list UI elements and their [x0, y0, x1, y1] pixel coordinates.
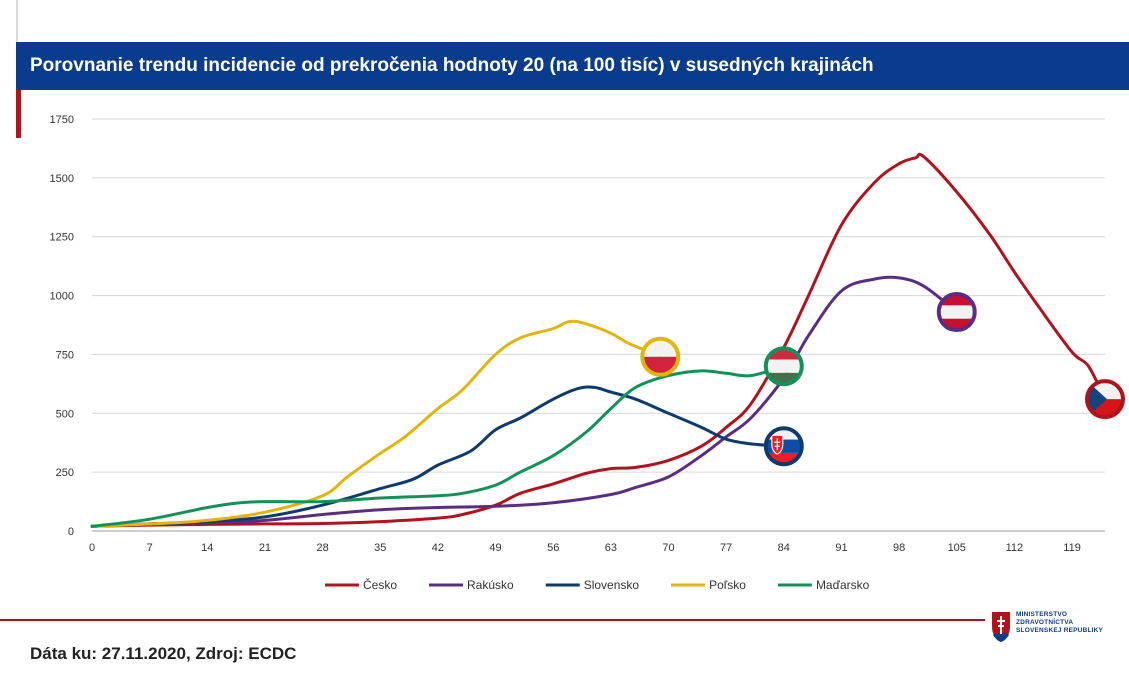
series-lines [90, 152, 1107, 528]
flag-hungary-icon [763, 346, 804, 387]
x-tick-label: 7 [147, 542, 153, 554]
x-tick-label: 21 [259, 542, 271, 554]
legend-label: Maďarsko [816, 578, 870, 592]
y-axis-ticks: 0 250 500 750 1000 1250 1500 1750 [50, 114, 74, 538]
x-tick-label: 105 [948, 542, 966, 554]
legend-label: Slovensko [584, 578, 640, 592]
legend-item: Česko [325, 577, 397, 592]
x-tick-label: 0 [89, 542, 95, 554]
legend-label: Rakúsko [467, 578, 514, 592]
y-tick-label: 1500 [50, 173, 74, 185]
accent-bar [16, 90, 21, 138]
x-tick-label: 91 [835, 542, 847, 554]
country-flags [640, 292, 1125, 467]
y-tick-label: 1000 [50, 291, 74, 303]
y-tick-label: 1750 [50, 114, 74, 126]
logo-line-3: SLOVENSKEJ REPUBLIKY [1016, 627, 1104, 634]
x-axis-ticks: 0 7 14 21 28 35 42 49 56 63 70 77 84 91 98 105 112 119 [89, 542, 1081, 554]
x-tick-label: 112 [1006, 542, 1024, 554]
series-line-5 [90, 364, 786, 528]
line-chart: 0 250 500 750 1000 1250 1500 1750 0 7 14 21 28 35 42 4… [50, 114, 1125, 592]
x-tick-label: 35 [374, 542, 386, 554]
legend-label: Česko [363, 577, 397, 592]
flag-poland-icon [640, 336, 681, 377]
x-tick-label: 49 [489, 542, 501, 554]
x-tick-label: 119 [1063, 542, 1081, 554]
coat-of-arms-icon [992, 612, 1010, 642]
x-tick-label: 70 [662, 542, 674, 554]
footer-source: Dáta ku: 27.11.2020, Zdroj: ECDC [30, 644, 297, 663]
legend-item: Maďarsko [777, 578, 870, 592]
logo-text: MINISTERSTVO ZDRAVOTNÍCTVA SLOVENSKEJ RE… [1016, 611, 1126, 635]
x-tick-label: 56 [547, 542, 559, 554]
series-line-2 [90, 275, 959, 528]
legend: Česko Rakúsko Slovensko Poľsko Maďarsko [325, 577, 870, 592]
legend-item: Slovensko [545, 578, 640, 592]
y-tick-label: 1250 [50, 232, 74, 244]
series-line-1 [90, 152, 1107, 528]
y-tick-label: 750 [56, 349, 74, 361]
chart-title: Porovnanie trendu incidencie od prekroče… [30, 55, 874, 76]
x-tick-label: 42 [432, 542, 444, 554]
title-banner: Porovnanie trendu incidencie od prekroče… [16, 42, 1129, 90]
logo-line-2: ZDRAVOTNÍCTVA [1016, 619, 1074, 626]
series-line-4 [90, 319, 662, 528]
y-tick-label: 500 [56, 408, 74, 420]
y-tick-label: 250 [56, 467, 74, 479]
x-tick-label: 63 [605, 542, 617, 554]
legend-item: Rakúsko [429, 578, 514, 592]
x-tick-label: 14 [201, 542, 213, 554]
y-tick-label: 0 [68, 526, 74, 538]
ministry-logo [992, 612, 1010, 642]
flag-slovakia-icon [763, 426, 804, 467]
flag-austria-icon [936, 292, 977, 333]
x-tick-label: 98 [893, 542, 905, 554]
legend-label: Poľsko [709, 578, 746, 592]
series-line-3 [90, 385, 786, 528]
x-tick-label: 77 [720, 542, 732, 554]
x-tick-label: 84 [778, 542, 790, 554]
logo-line-1: MINISTERSTVO [1016, 611, 1068, 618]
legend-item: Poľsko [671, 578, 746, 592]
bottom-divider [0, 619, 985, 621]
top-divider [16, 0, 18, 42]
x-tick-label: 28 [316, 542, 328, 554]
flag-czech-icon [1085, 379, 1125, 420]
